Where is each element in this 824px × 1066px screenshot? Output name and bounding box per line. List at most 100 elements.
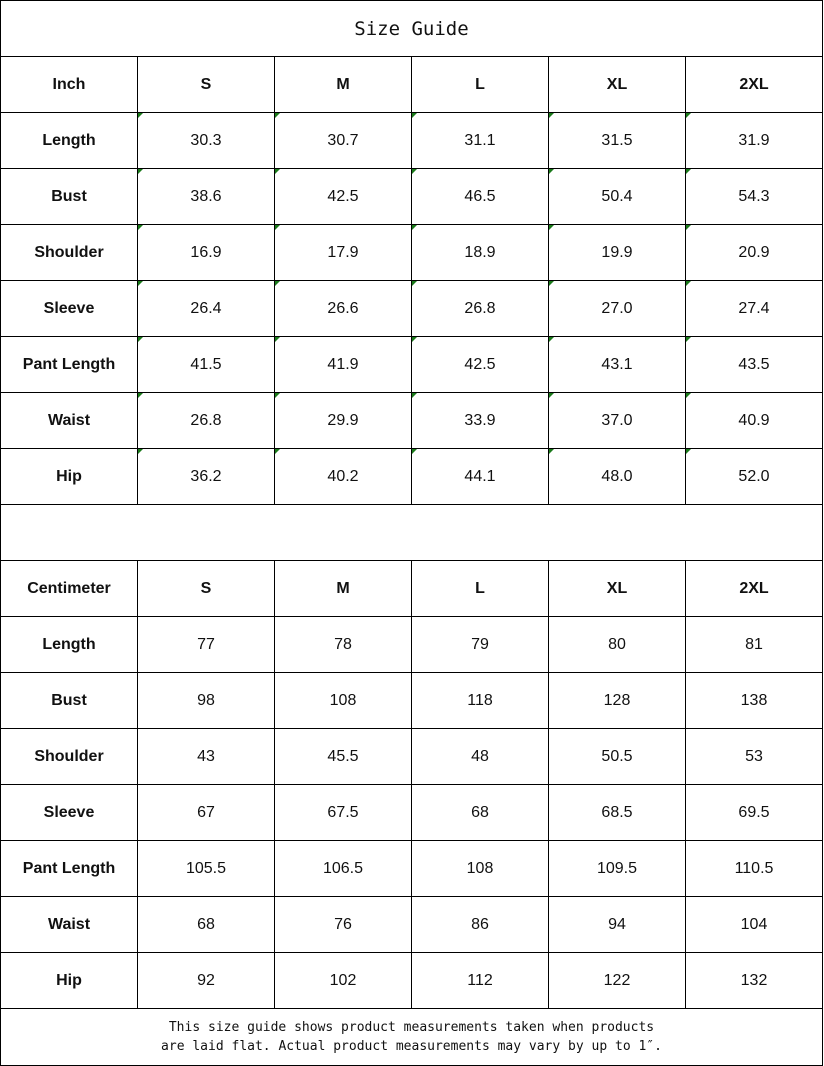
centimeter-section: Centimeter S M L XL 2XL Length 77 78 79 80 81 Bust 98…	[1, 561, 823, 1009]
value-cell: 43	[138, 729, 275, 784]
value-cell: 44.1	[412, 449, 549, 504]
size-header-xl: XL	[549, 57, 686, 112]
measurement-label: Length	[1, 113, 138, 168]
value-cell: 30.7	[275, 113, 412, 168]
unit-label: Centimeter	[1, 561, 138, 616]
measurement-label: Bust	[1, 673, 138, 728]
measurement-label: Sleeve	[1, 785, 138, 840]
value-cell: 33.9	[412, 393, 549, 448]
value-cell: 30.3	[138, 113, 275, 168]
table-row: Length 30.3 30.7 31.1 31.5 31.9	[1, 113, 823, 169]
table-row: Hip 92 102 112 122 132	[1, 953, 823, 1009]
measurement-label: Bust	[1, 169, 138, 224]
measurement-label: Hip	[1, 449, 138, 504]
size-header-m: M	[275, 561, 412, 616]
value-cell: 79	[412, 617, 549, 672]
value-cell: 118	[412, 673, 549, 728]
table-row: Bust 38.6 42.5 46.5 50.4 54.3	[1, 169, 823, 225]
value-cell: 45.5	[275, 729, 412, 784]
value-cell: 104	[686, 897, 823, 952]
value-cell: 68	[138, 897, 275, 952]
blank-row	[1, 505, 823, 561]
value-cell: 77	[138, 617, 275, 672]
value-cell: 27.0	[549, 281, 686, 336]
value-cell: 67.5	[275, 785, 412, 840]
value-cell: 81	[686, 617, 823, 672]
value-cell: 41.5	[138, 337, 275, 392]
measurement-label: Pant Length	[1, 841, 138, 896]
value-cell: 31.1	[412, 113, 549, 168]
value-cell: 48	[412, 729, 549, 784]
value-cell: 68.5	[549, 785, 686, 840]
table-row: Sleeve 26.4 26.6 26.8 27.0 27.4	[1, 281, 823, 337]
inch-section: Inch S M L XL 2XL Length 30.3 30.7 31.1 31.5 31.9 Bu…	[1, 57, 823, 505]
value-cell: 109.5	[549, 841, 686, 896]
value-cell: 105.5	[138, 841, 275, 896]
value-cell: 106.5	[275, 841, 412, 896]
value-cell: 50.4	[549, 169, 686, 224]
value-cell: 138	[686, 673, 823, 728]
page-title: Size Guide	[1, 1, 823, 56]
value-cell: 19.9	[549, 225, 686, 280]
footer-line-1: This size guide shows product measuremen…	[168, 1020, 655, 1035]
value-cell: 122	[549, 953, 686, 1008]
measurement-label: Sleeve	[1, 281, 138, 336]
table-row: Pant Length 105.5 106.5 108 109.5 110.5	[1, 841, 823, 897]
value-cell: 29.9	[275, 393, 412, 448]
measurement-label: Pant Length	[1, 337, 138, 392]
value-cell: 67	[138, 785, 275, 840]
measurement-label: Waist	[1, 393, 138, 448]
table-row: Hip 36.2 40.2 44.1 48.0 52.0	[1, 449, 823, 505]
footer-line-2: are laid flat. Actual product measuremen…	[161, 1039, 662, 1054]
value-cell: 69.5	[686, 785, 823, 840]
value-cell: 52.0	[686, 449, 823, 504]
value-cell: 38.6	[138, 169, 275, 224]
value-cell: 27.4	[686, 281, 823, 336]
footer-row: This size guide shows product measuremen…	[1, 1009, 823, 1066]
value-cell: 42.5	[412, 337, 549, 392]
measurement-label: Shoulder	[1, 729, 138, 784]
value-cell: 16.9	[138, 225, 275, 280]
value-cell: 18.9	[412, 225, 549, 280]
size-header-xl: XL	[549, 561, 686, 616]
value-cell: 36.2	[138, 449, 275, 504]
value-cell: 40.9	[686, 393, 823, 448]
size-header-2xl: 2XL	[686, 57, 823, 112]
value-cell: 48.0	[549, 449, 686, 504]
table-row: Bust 98 108 118 128 138	[1, 673, 823, 729]
value-cell: 53	[686, 729, 823, 784]
measurement-label: Waist	[1, 897, 138, 952]
value-cell: 26.8	[138, 393, 275, 448]
table-row: Pant Length 41.5 41.9 42.5 43.1 43.5	[1, 337, 823, 393]
size-header-l: L	[412, 57, 549, 112]
value-cell: 26.8	[412, 281, 549, 336]
value-cell: 31.9	[686, 113, 823, 168]
value-cell: 42.5	[275, 169, 412, 224]
table-row: Shoulder 43 45.5 48 50.5 53	[1, 729, 823, 785]
value-cell: 108	[275, 673, 412, 728]
size-header-s: S	[138, 57, 275, 112]
value-cell: 40.2	[275, 449, 412, 504]
blank-cell	[1, 505, 823, 560]
value-cell: 17.9	[275, 225, 412, 280]
value-cell: 108	[412, 841, 549, 896]
value-cell: 128	[549, 673, 686, 728]
measurement-label: Hip	[1, 953, 138, 1008]
value-cell: 41.9	[275, 337, 412, 392]
value-cell: 102	[275, 953, 412, 1008]
header-row: Centimeter S M L XL 2XL	[1, 561, 823, 617]
value-cell: 132	[686, 953, 823, 1008]
table-row: Shoulder 16.9 17.9 18.9 19.9 20.9	[1, 225, 823, 281]
table-row: Waist 26.8 29.9 33.9 37.0 40.9	[1, 393, 823, 449]
header-row: Inch S M L XL 2XL	[1, 57, 823, 113]
size-header-s: S	[138, 561, 275, 616]
value-cell: 94	[549, 897, 686, 952]
value-cell: 76	[275, 897, 412, 952]
value-cell: 26.4	[138, 281, 275, 336]
measurement-label: Shoulder	[1, 225, 138, 280]
value-cell: 50.5	[549, 729, 686, 784]
size-header-l: L	[412, 561, 549, 616]
value-cell: 68	[412, 785, 549, 840]
value-cell: 92	[138, 953, 275, 1008]
